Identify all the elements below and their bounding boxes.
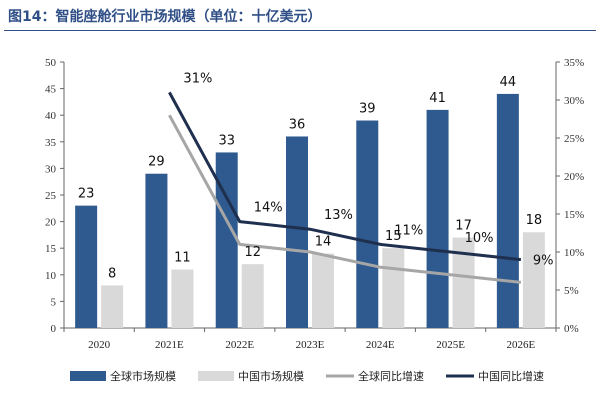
bar-value-label: 8 bbox=[108, 266, 116, 281]
chart-axes: 0 5 10 15 20 25 30 35 40 45 50 0% 5% 10% 15% 20% 25% 30% 3… bbox=[45, 57, 584, 351]
bar-value-label: 17 bbox=[455, 219, 472, 234]
chart-lines bbox=[168, 91, 522, 284]
global-growth-line bbox=[168, 114, 522, 284]
growth-rate-label: 11% bbox=[394, 223, 423, 238]
x-axis-tick-label: 2023E bbox=[296, 339, 325, 351]
growth-rate-label: 13% bbox=[324, 208, 353, 223]
right-axis-tick-label: 15% bbox=[564, 209, 584, 221]
bar-value-label: 44 bbox=[500, 75, 517, 90]
china-growth-line bbox=[168, 91, 522, 262]
bar-value-label: 39 bbox=[359, 102, 376, 117]
x-axis-tick-label: 2022E bbox=[225, 339, 254, 351]
left-axis-tick-label: 5 bbox=[51, 296, 57, 308]
bar-global bbox=[215, 152, 238, 328]
right-axis-tick-label: 35% bbox=[564, 57, 584, 69]
bar-value-label: 36 bbox=[289, 117, 306, 132]
bar-value-label: 23 bbox=[78, 187, 95, 202]
legend-item: 中国市场规模 bbox=[198, 369, 304, 383]
bar-global bbox=[356, 120, 379, 329]
legend-item: 中国同比增速 bbox=[446, 369, 544, 383]
legend-label: 中国市场规模 bbox=[238, 369, 304, 383]
left-axis-tick-label: 10 bbox=[45, 270, 57, 282]
bar-value-label: 18 bbox=[526, 213, 543, 228]
left-axis-tick-label: 20 bbox=[45, 217, 57, 229]
bar-global bbox=[496, 93, 519, 328]
bar-china bbox=[241, 264, 264, 328]
bar-china bbox=[171, 269, 194, 328]
x-axis-tick-label: 2024E bbox=[366, 339, 395, 351]
right-axis-tick-label: 25% bbox=[564, 133, 584, 145]
legend-item: 全球市场规模 bbox=[70, 369, 176, 383]
title-divider bbox=[4, 30, 596, 31]
bar-china bbox=[312, 253, 334, 328]
growth-rate-label: 10% bbox=[465, 231, 494, 246]
bar-value-label: 12 bbox=[244, 245, 261, 260]
left-axis-tick-label: 15 bbox=[45, 243, 57, 255]
bar-value-label: 41 bbox=[429, 91, 446, 106]
bar-global bbox=[75, 205, 98, 328]
bar-value-label: 14 bbox=[315, 235, 332, 250]
left-axis-tick-label: 35 bbox=[45, 137, 57, 149]
bar-china bbox=[522, 232, 545, 328]
x-axis-tick-label: 2025E bbox=[436, 339, 465, 351]
legend-swatch bbox=[70, 371, 106, 381]
left-axis-tick-label: 25 bbox=[45, 190, 57, 202]
bar-china bbox=[382, 248, 405, 328]
x-axis-tick-label: 2020 bbox=[88, 339, 111, 351]
bar-global bbox=[426, 109, 449, 328]
right-axis-tick-label: 30% bbox=[564, 95, 584, 107]
bar-value-label: 15 bbox=[385, 229, 402, 244]
bar-value-label: 11 bbox=[174, 250, 191, 265]
bar-china bbox=[101, 285, 124, 328]
bar-china bbox=[452, 237, 475, 328]
growth-rate-label: 14% bbox=[254, 201, 283, 216]
x-axis-tick-label: 2021E bbox=[155, 339, 184, 351]
legend-label: 全球市场规模 bbox=[110, 369, 176, 383]
right-axis-tick-label: 5% bbox=[564, 285, 579, 297]
bar-value-label: 29 bbox=[148, 155, 165, 170]
x-axis-tick-label: 2026E bbox=[506, 339, 535, 351]
left-axis-tick-label: 40 bbox=[45, 110, 57, 122]
legend-label: 全球同比增速 bbox=[358, 369, 424, 383]
left-axis-tick-label: 50 bbox=[45, 57, 57, 69]
right-axis-tick-label: 20% bbox=[564, 171, 584, 183]
chart-legend: 全球市场规模 中国市场规模 全球同比增速 中国同比增速 bbox=[70, 369, 544, 383]
legend-label: 中国同比增速 bbox=[478, 369, 544, 383]
bar-value-label: 33 bbox=[218, 133, 235, 148]
right-axis-tick-label: 10% bbox=[564, 247, 584, 259]
chart-title: 图14：智能座舱行业市场规模（单位：十亿美元） bbox=[8, 9, 322, 25]
left-axis-tick-label: 45 bbox=[45, 84, 57, 96]
right-axis-tick-label: 0% bbox=[564, 323, 579, 335]
growth-rate-label: 31% bbox=[183, 71, 212, 86]
growth-rate-label: 9% bbox=[533, 254, 554, 269]
chart-data-labels: 23 29 33 36 39 41 44 8 11 12 14 15 17 18 31% 14% 13% 11% 1… bbox=[78, 71, 554, 281]
left-axis-tick-label: 30 bbox=[45, 163, 57, 175]
legend-swatch bbox=[198, 371, 234, 381]
chart-bars bbox=[75, 93, 545, 329]
bar-global bbox=[145, 173, 168, 328]
legend-item: 全球同比增速 bbox=[326, 369, 424, 383]
bar-global bbox=[286, 136, 308, 328]
left-axis-tick-label: 0 bbox=[51, 323, 57, 335]
